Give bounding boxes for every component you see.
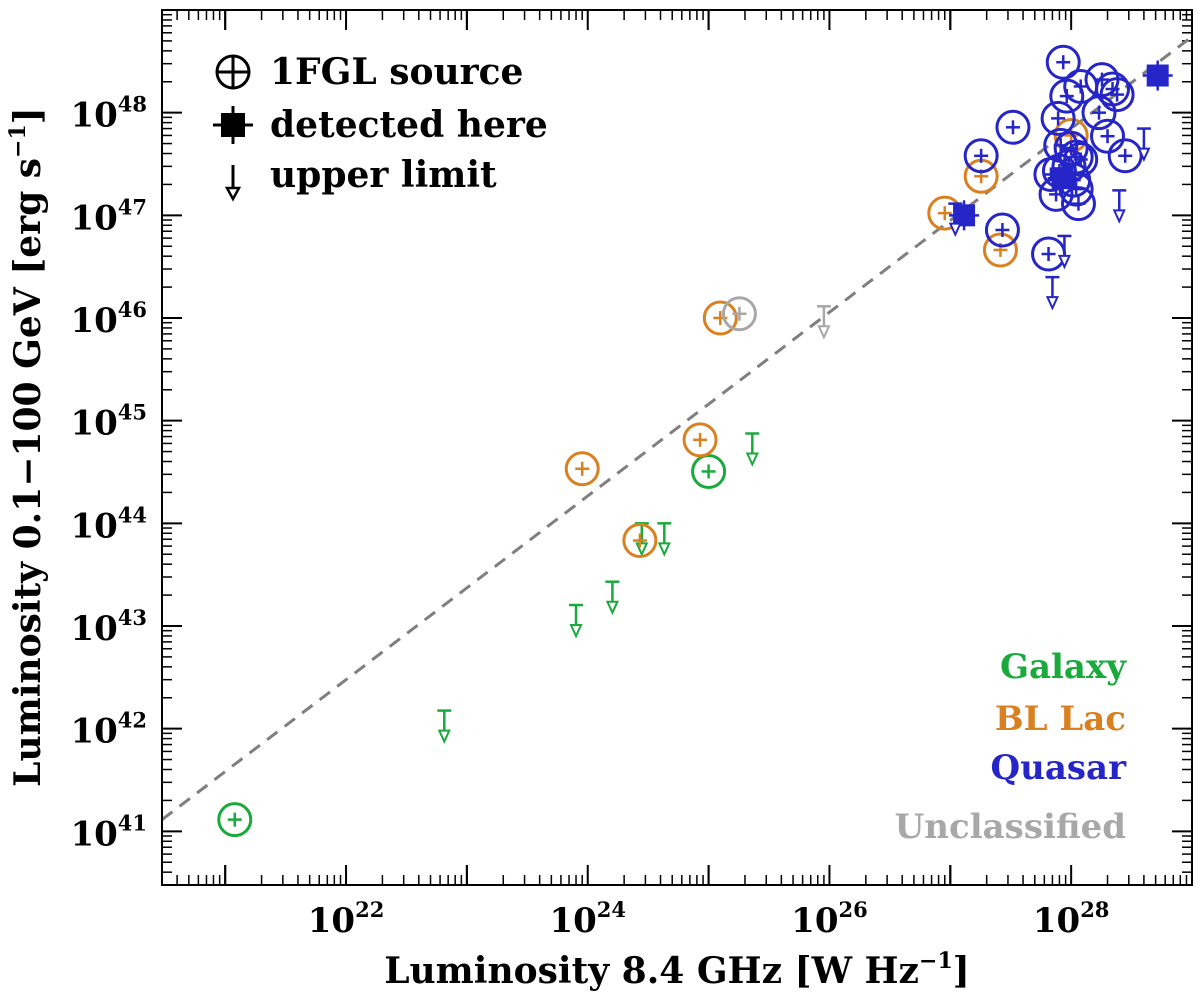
arrow-down-icon (1137, 147, 1151, 162)
class-legend: Galaxy BL Lac Quasar Unclassified (895, 647, 1128, 847)
quasar-upper-limit (948, 202, 963, 238)
class-legend-unclassified: Unclassified (895, 807, 1126, 847)
arrow-down-icon (605, 600, 619, 616)
quasar-fgl-point (963, 138, 999, 174)
quasar-fgl-point (1045, 44, 1081, 80)
fgl-circle-marker (564, 451, 600, 487)
x-tick-label: 1026 (791, 897, 868, 941)
galaxy-upper-limit (634, 522, 649, 557)
y-tick-label: 1046 (70, 297, 147, 341)
fgl-circle-marker (1058, 139, 1094, 175)
arrow-down-icon (817, 325, 831, 340)
arrow-down-icon (657, 542, 671, 557)
legend: 1FGL source detected here upper limit (213, 51, 548, 202)
fgl-circle-marker (721, 296, 757, 332)
x-tick-label: 1022 (308, 897, 385, 941)
quasar-fgl-point (984, 212, 1020, 248)
fgl-circle-marker (1095, 71, 1131, 107)
y-tick-label: 1048 (70, 92, 147, 136)
quasar-detected-point (1142, 60, 1173, 91)
quasar-fgl-point (1099, 77, 1135, 113)
unclassified-fgl-point (721, 296, 757, 332)
arrow-down-icon (745, 452, 759, 467)
quasar-fgl-point (1031, 236, 1067, 272)
quasar-upper-limit (1136, 127, 1151, 162)
arrow-down-icon (635, 542, 649, 557)
y-tick-label: 1043 (70, 605, 147, 649)
quasar-fgl-point (995, 109, 1031, 145)
x-tick-label: 1028 (1033, 897, 1110, 941)
x-tick-label: 1024 (549, 897, 626, 941)
fgl-circle-marker (982, 232, 1018, 268)
quasar-fgl-point (1060, 186, 1096, 222)
y-tick-labels: 1041 1042 1043 1044 1045 1046 1047 1048 (70, 92, 147, 855)
plot-frame (161, 9, 1193, 886)
quasar-fgl-point (1040, 100, 1076, 136)
bl-lac-fgl-point (564, 451, 600, 487)
fgl-circle-marker (1063, 141, 1099, 177)
fgl-circle-marker (1040, 100, 1076, 136)
legend-label-upper-limit: upper limit (270, 154, 497, 196)
fgl-circle-marker (963, 138, 999, 174)
class-legend-galaxy: Galaxy (1000, 647, 1127, 687)
y-tick-label: 1047 (70, 194, 147, 238)
galaxy-upper-limit (569, 603, 584, 639)
galaxy-upper-limit (605, 580, 620, 616)
fgl-circle-marker (1099, 77, 1135, 113)
quasar-upper-limit (1112, 189, 1127, 224)
class-legend-bl-lac: BL Lac (995, 699, 1126, 739)
quasar-detected-point (1047, 163, 1078, 194)
fgl-circle-marker (702, 300, 738, 336)
fgl-circle-marker (217, 802, 253, 838)
reference-line (162, 35, 1192, 821)
galaxy-fgl-point (217, 802, 253, 838)
legend-label-fgl: 1FGL source (270, 51, 523, 93)
fgl-circle-marker (995, 109, 1031, 145)
y-tick-label: 1041 (70, 810, 147, 854)
arrow-down-icon (948, 222, 962, 238)
arrow-down-icon (569, 624, 583, 639)
fgl-circle-marker (984, 212, 1020, 248)
y-tick-label: 1045 (70, 400, 147, 444)
fgl-circle-marker (1060, 186, 1096, 222)
fgl-circle-marker (691, 453, 727, 489)
x-tick-labels: 1022 1024 1026 1028 (308, 897, 1110, 941)
quasar-fgl-point (1107, 138, 1143, 174)
galaxy-upper-limit (657, 522, 672, 557)
fgl-circle-marker (1045, 44, 1081, 80)
legend-entry-fgl: 1FGL source (215, 51, 523, 93)
unclassified-upper-limit (816, 305, 831, 340)
fgl-circle-marker (682, 422, 718, 458)
legend-entry-detected: detected here (213, 104, 548, 146)
minor-ticks (161, 10, 1192, 886)
arrow-down-icon (1112, 209, 1126, 224)
arrow-down-icon (1045, 296, 1059, 311)
arrow-down-icon (1057, 254, 1071, 270)
x-axis-title: Luminosity 8.4 GHz [W Hz−1] (384, 948, 970, 992)
quasar-upper-limit (1057, 234, 1072, 270)
fgl-circle-marker (1090, 118, 1126, 154)
quasar-detected-point (949, 200, 980, 231)
bl-lac-fgl-point (682, 422, 718, 458)
y-axis-title: Luminosity 0.1−100 GeV [erg s−1] (5, 107, 49, 787)
galaxy-upper-limit (437, 709, 452, 744)
y-tick-label: 1042 (70, 708, 147, 752)
bl-lac-fgl-point (622, 523, 658, 559)
data-points (217, 44, 1173, 838)
quasar-upper-limit (1045, 275, 1060, 311)
class-legend-quasar: Quasar (991, 748, 1128, 788)
quasar-fgl-point (1063, 141, 1099, 177)
galaxy-fgl-point (691, 453, 727, 489)
quasar-fgl-point (1090, 118, 1126, 154)
fgl-circle-marker (622, 523, 658, 559)
galaxy-upper-limit (745, 432, 760, 467)
legend-entry-upper-limit: upper limit (224, 154, 497, 202)
legend-label-detected: detected here (270, 104, 548, 146)
arrow-down-icon (437, 729, 451, 744)
y-tick-label: 1044 (70, 502, 147, 546)
